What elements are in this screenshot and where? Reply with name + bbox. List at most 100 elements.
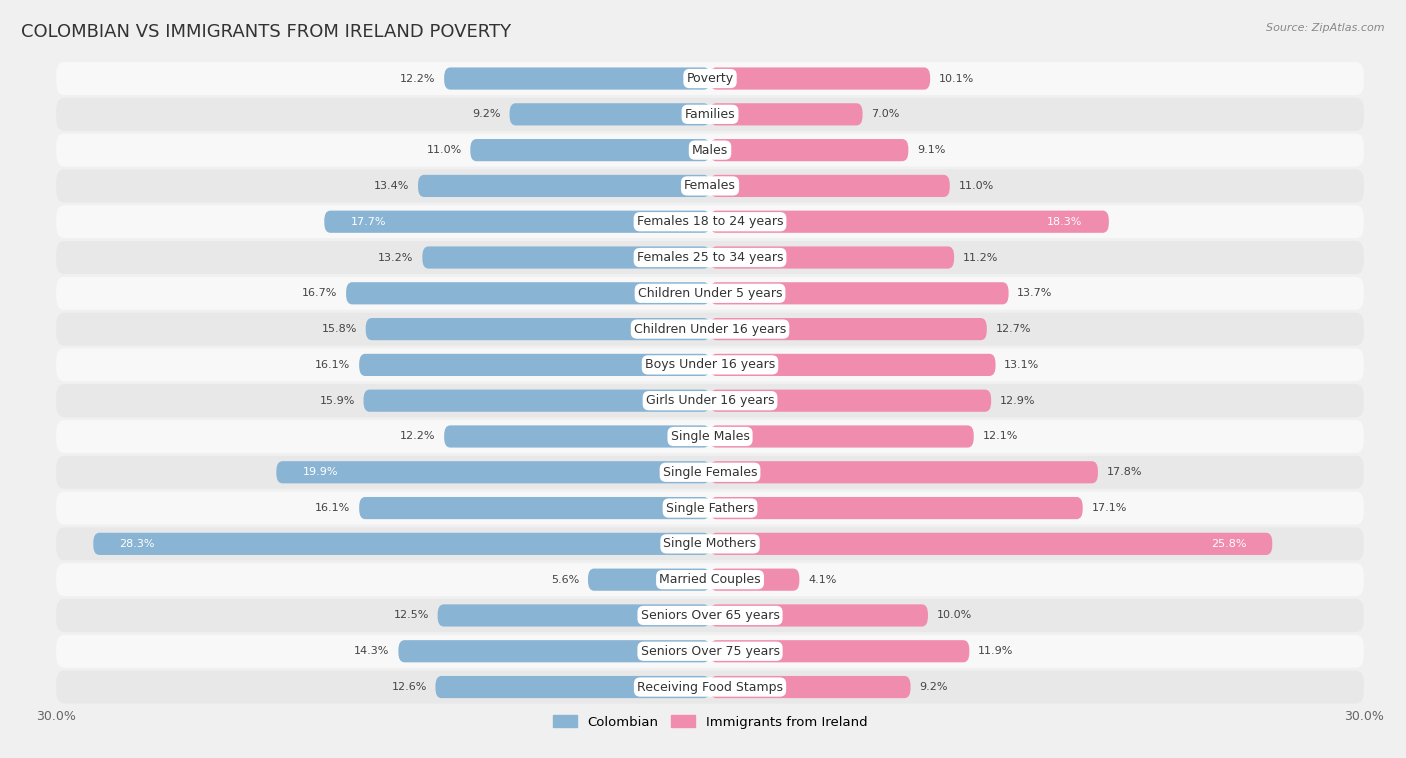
FancyBboxPatch shape [422, 246, 710, 268]
Text: 12.9%: 12.9% [1000, 396, 1035, 406]
FancyBboxPatch shape [56, 62, 1364, 95]
FancyBboxPatch shape [710, 67, 931, 89]
FancyBboxPatch shape [56, 492, 1364, 525]
Text: Boys Under 16 years: Boys Under 16 years [645, 359, 775, 371]
Text: 9.1%: 9.1% [917, 145, 945, 155]
Text: 10.1%: 10.1% [939, 74, 974, 83]
FancyBboxPatch shape [56, 98, 1364, 131]
FancyBboxPatch shape [56, 349, 1364, 381]
FancyBboxPatch shape [56, 170, 1364, 202]
Text: 12.2%: 12.2% [399, 431, 436, 441]
FancyBboxPatch shape [56, 528, 1364, 560]
Text: 16.1%: 16.1% [315, 360, 350, 370]
FancyBboxPatch shape [359, 354, 710, 376]
FancyBboxPatch shape [359, 497, 710, 519]
Text: 14.3%: 14.3% [354, 647, 389, 656]
FancyBboxPatch shape [56, 599, 1364, 632]
FancyBboxPatch shape [710, 533, 1272, 555]
Text: 25.8%: 25.8% [1211, 539, 1246, 549]
FancyBboxPatch shape [56, 671, 1364, 703]
Text: Poverty: Poverty [686, 72, 734, 85]
Text: 28.3%: 28.3% [120, 539, 155, 549]
Text: 12.7%: 12.7% [995, 324, 1031, 334]
Text: 16.1%: 16.1% [315, 503, 350, 513]
FancyBboxPatch shape [710, 246, 955, 268]
FancyBboxPatch shape [398, 641, 710, 662]
FancyBboxPatch shape [56, 634, 1364, 668]
FancyBboxPatch shape [710, 568, 800, 590]
Text: 5.6%: 5.6% [551, 575, 579, 584]
Text: Single Females: Single Females [662, 465, 758, 479]
FancyBboxPatch shape [366, 318, 710, 340]
Text: Single Mothers: Single Mothers [664, 537, 756, 550]
Text: Single Males: Single Males [671, 430, 749, 443]
FancyBboxPatch shape [56, 205, 1364, 238]
FancyBboxPatch shape [509, 103, 710, 125]
Text: 15.8%: 15.8% [322, 324, 357, 334]
FancyBboxPatch shape [346, 282, 710, 305]
Text: 10.0%: 10.0% [936, 610, 972, 621]
FancyBboxPatch shape [710, 139, 908, 161]
Text: 17.7%: 17.7% [350, 217, 385, 227]
Text: 12.1%: 12.1% [983, 431, 1018, 441]
Text: 18.3%: 18.3% [1047, 217, 1083, 227]
Text: 4.1%: 4.1% [808, 575, 837, 584]
Text: Girls Under 16 years: Girls Under 16 years [645, 394, 775, 407]
FancyBboxPatch shape [56, 241, 1364, 274]
FancyBboxPatch shape [56, 563, 1364, 596]
Text: 11.2%: 11.2% [963, 252, 998, 262]
FancyBboxPatch shape [436, 676, 710, 698]
FancyBboxPatch shape [710, 641, 969, 662]
Text: 12.6%: 12.6% [391, 682, 427, 692]
Text: Source: ZipAtlas.com: Source: ZipAtlas.com [1267, 23, 1385, 33]
FancyBboxPatch shape [710, 604, 928, 627]
Text: 7.0%: 7.0% [872, 109, 900, 119]
FancyBboxPatch shape [56, 312, 1364, 346]
Text: 13.4%: 13.4% [374, 181, 409, 191]
Text: 17.1%: 17.1% [1091, 503, 1126, 513]
FancyBboxPatch shape [56, 133, 1364, 167]
FancyBboxPatch shape [56, 420, 1364, 453]
FancyBboxPatch shape [710, 103, 862, 125]
FancyBboxPatch shape [710, 497, 1083, 519]
FancyBboxPatch shape [56, 277, 1364, 310]
FancyBboxPatch shape [444, 67, 710, 89]
FancyBboxPatch shape [325, 211, 710, 233]
FancyBboxPatch shape [710, 282, 1008, 305]
Text: Families: Families [685, 108, 735, 121]
Text: 13.7%: 13.7% [1018, 288, 1053, 299]
FancyBboxPatch shape [437, 604, 710, 627]
FancyBboxPatch shape [710, 354, 995, 376]
Text: Married Couples: Married Couples [659, 573, 761, 586]
FancyBboxPatch shape [418, 175, 710, 197]
Text: 11.0%: 11.0% [426, 145, 461, 155]
FancyBboxPatch shape [710, 175, 950, 197]
Text: 13.1%: 13.1% [1004, 360, 1039, 370]
FancyBboxPatch shape [277, 461, 710, 484]
Text: 11.0%: 11.0% [959, 181, 994, 191]
FancyBboxPatch shape [56, 456, 1364, 489]
Text: Seniors Over 65 years: Seniors Over 65 years [641, 609, 779, 622]
FancyBboxPatch shape [710, 676, 911, 698]
FancyBboxPatch shape [364, 390, 710, 412]
FancyBboxPatch shape [93, 533, 710, 555]
Text: 16.7%: 16.7% [302, 288, 337, 299]
Text: 9.2%: 9.2% [920, 682, 948, 692]
FancyBboxPatch shape [710, 461, 1098, 484]
Text: Females: Females [685, 180, 735, 193]
Text: 12.5%: 12.5% [394, 610, 429, 621]
Text: 9.2%: 9.2% [472, 109, 501, 119]
Text: 13.2%: 13.2% [378, 252, 413, 262]
Text: COLOMBIAN VS IMMIGRANTS FROM IRELAND POVERTY: COLOMBIAN VS IMMIGRANTS FROM IRELAND POV… [21, 23, 512, 41]
FancyBboxPatch shape [710, 390, 991, 412]
Text: Males: Males [692, 143, 728, 157]
Text: Females 25 to 34 years: Females 25 to 34 years [637, 251, 783, 264]
Text: 11.9%: 11.9% [979, 647, 1014, 656]
Text: Children Under 16 years: Children Under 16 years [634, 323, 786, 336]
Text: Females 18 to 24 years: Females 18 to 24 years [637, 215, 783, 228]
Legend: Colombian, Immigrants from Ireland: Colombian, Immigrants from Ireland [547, 709, 873, 734]
FancyBboxPatch shape [710, 318, 987, 340]
Text: Seniors Over 75 years: Seniors Over 75 years [641, 645, 779, 658]
Text: 19.9%: 19.9% [302, 467, 337, 478]
FancyBboxPatch shape [710, 211, 1109, 233]
